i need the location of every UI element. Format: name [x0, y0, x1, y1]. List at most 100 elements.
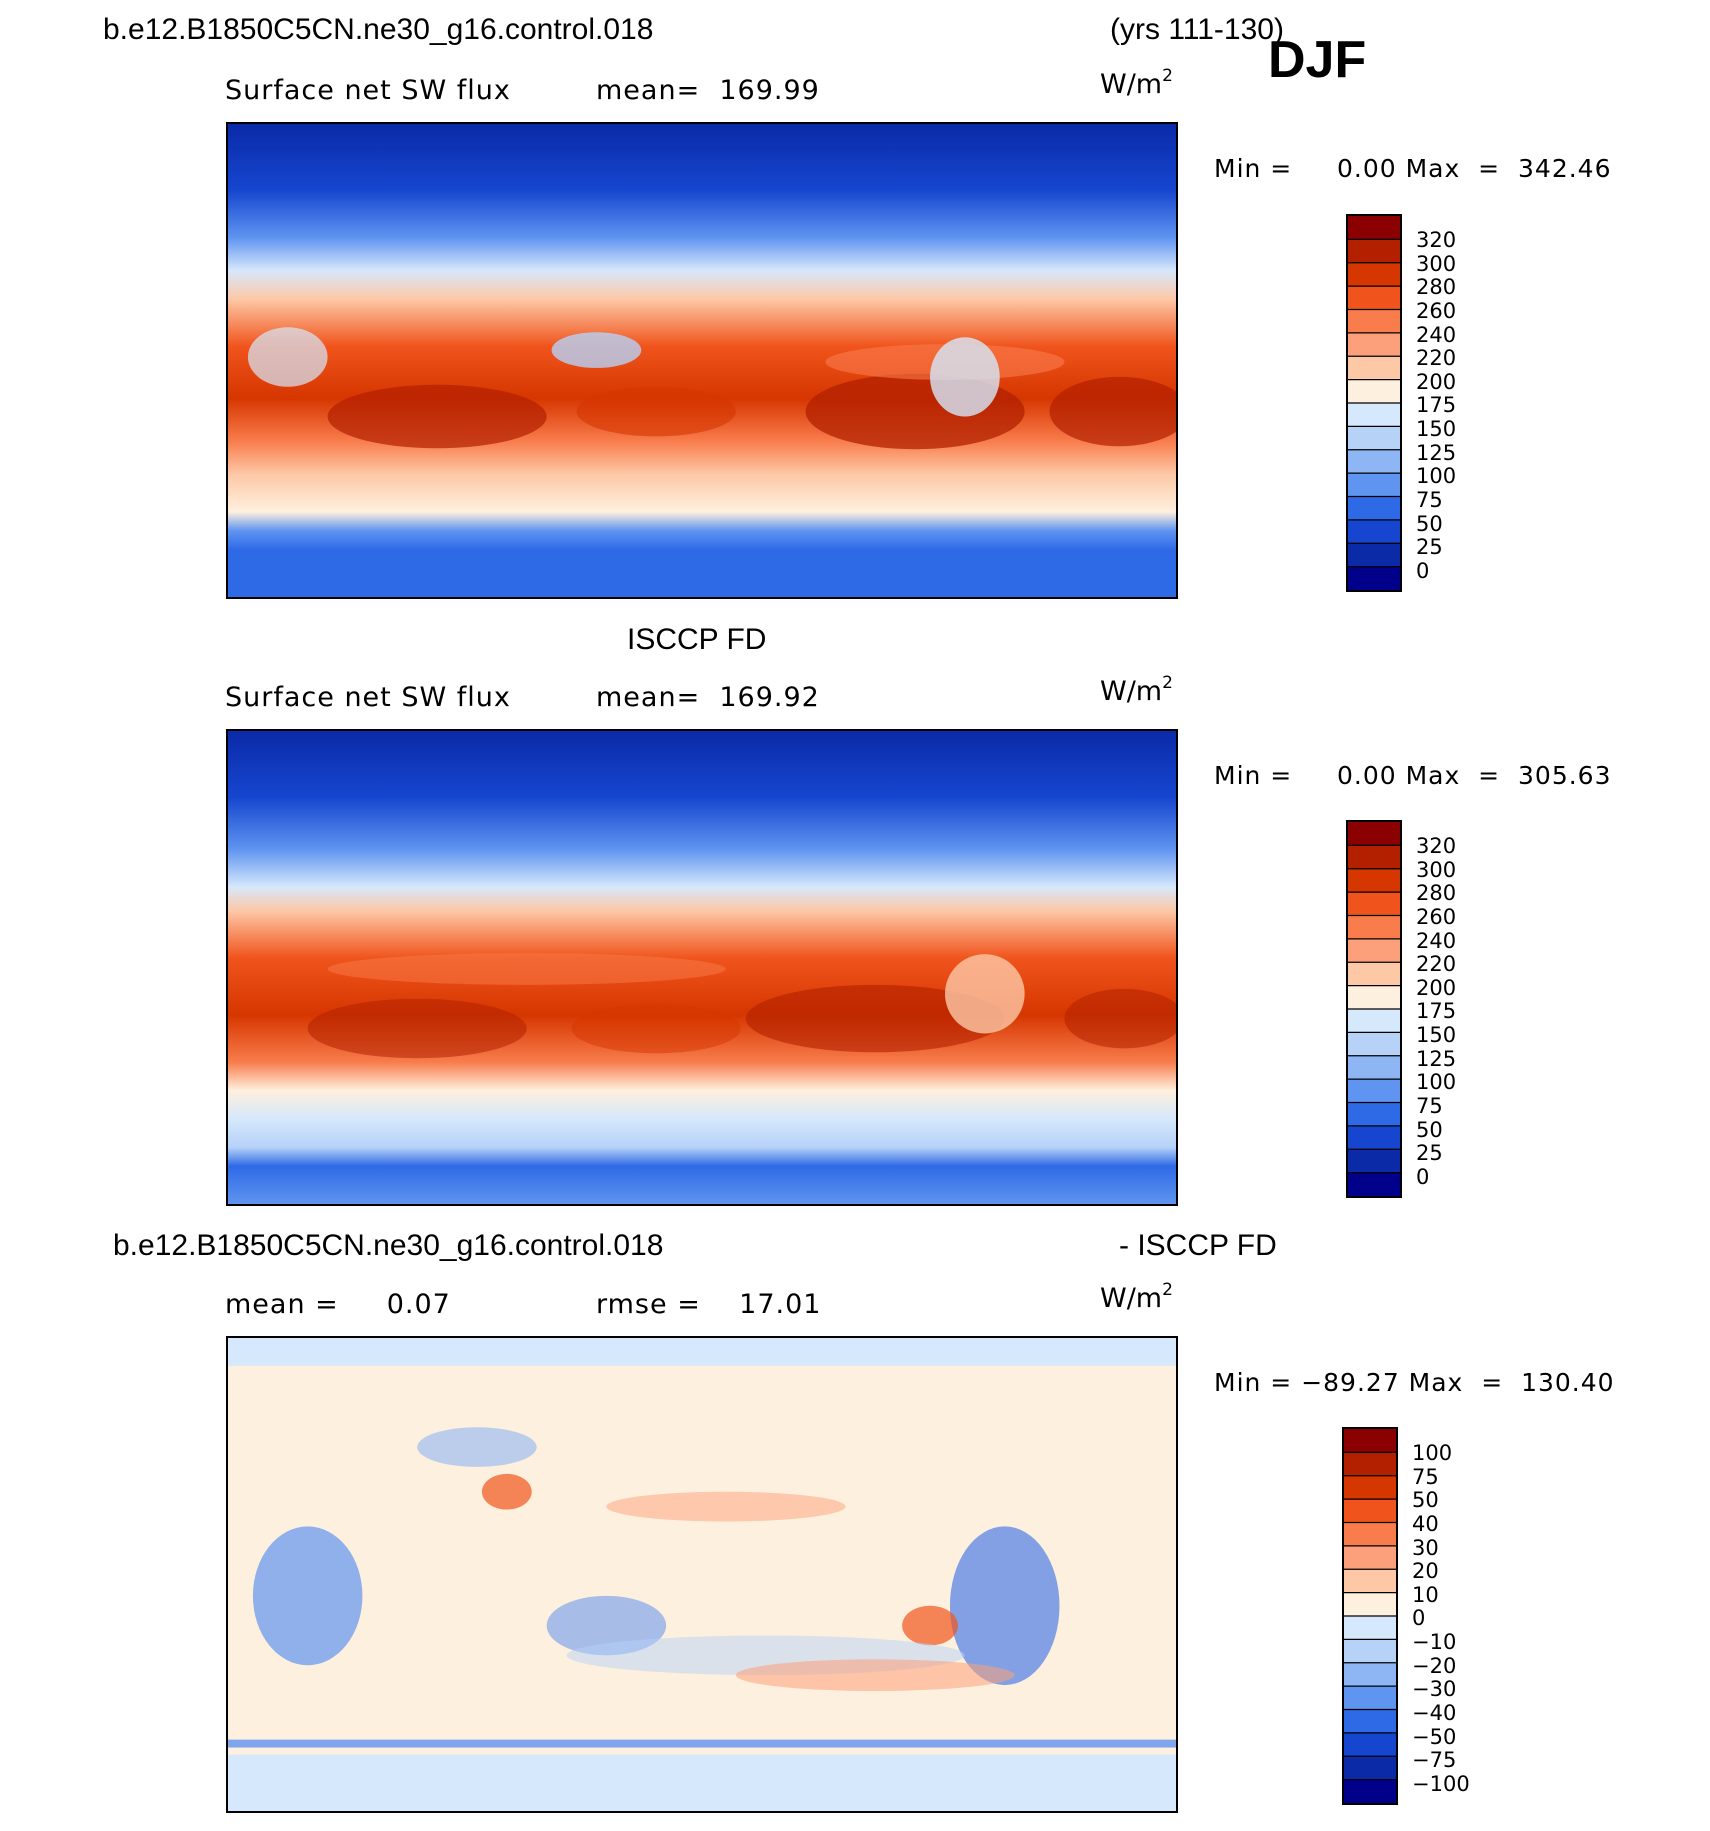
colorbar-box	[1348, 1125, 1400, 1150]
colorbar-box	[1348, 1149, 1400, 1174]
colorbar-box	[1348, 239, 1400, 264]
colorbar-box	[1348, 262, 1400, 287]
colorbar-tick-label: 220	[1416, 346, 1457, 371]
colorbar-tick-label: 100	[1416, 464, 1457, 489]
panel3-title-case: b.e12.B1850C5CN.ne30_g16.control.018	[113, 1229, 664, 1262]
colorbar-tick-label: −50	[1412, 1724, 1457, 1749]
colorbar-tick-label: 0	[1412, 1606, 1426, 1631]
panel2-minmax: Min = 0.00 Max = 305.63	[1214, 761, 1612, 790]
colorbar-tick-label: 240	[1416, 928, 1457, 953]
colorbar-box	[1344, 1545, 1396, 1570]
colorbar-tick-label: 280	[1416, 275, 1457, 300]
colorbar-tick-label: 300	[1416, 251, 1457, 276]
colorbar-tick-label: −100	[1412, 1771, 1470, 1796]
colorbar-box	[1348, 1102, 1400, 1127]
panel3-map	[226, 1336, 1178, 1813]
colorbar-tick-label: 25	[1416, 535, 1443, 560]
case-title: b.e12.B1850C5CN.ne30_g16.control.018	[103, 13, 654, 46]
colorbar-box	[1348, 403, 1400, 427]
colorbar-box	[1344, 1499, 1396, 1523]
panel2-colorbar	[1346, 820, 1402, 1198]
colorbar-tick-label: 175	[1416, 999, 1457, 1024]
colorbar-box	[1348, 332, 1400, 357]
colorbar-box	[1348, 985, 1400, 1010]
colorbar-box	[1348, 938, 1400, 963]
panel1-colorbar-ramp	[1348, 216, 1400, 590]
colorbar-box	[1344, 1686, 1396, 1710]
panel1-map-field	[228, 124, 1176, 597]
colorbar-tick-label: 40	[1412, 1511, 1439, 1536]
panel3-rmse: rmse = 17.01	[596, 1289, 822, 1320]
colorbar-tick-label: −10	[1412, 1630, 1457, 1654]
years-label: (yrs 111-130)	[1110, 13, 1284, 46]
panel1-mean: mean= 169.99	[596, 75, 820, 106]
colorbar-box	[1344, 1756, 1396, 1781]
colorbar-tick-label: 75	[1412, 1464, 1439, 1489]
colorbar-box	[1348, 1032, 1400, 1057]
colorbar-tick-label: 0	[1416, 1164, 1430, 1189]
colorbar-box	[1348, 962, 1400, 987]
colorbar-tick-label: 10	[1412, 1582, 1439, 1607]
colorbar-box	[1344, 1639, 1396, 1664]
colorbar-tick-label: 25	[1416, 1141, 1443, 1166]
colorbar-tick-label: 260	[1416, 904, 1457, 929]
colorbar-box	[1344, 1779, 1396, 1803]
panel2-units: W/m2	[1100, 673, 1173, 707]
colorbar-tick-label: 280	[1416, 881, 1457, 906]
colorbar-box	[1348, 356, 1400, 381]
colorbar-box	[1348, 543, 1400, 568]
colorbar-box	[1344, 1662, 1396, 1687]
colorbar-box	[1348, 379, 1400, 404]
season-label: DJF	[1268, 31, 1367, 89]
colorbar-tick-label: 260	[1416, 298, 1457, 323]
colorbar-box	[1348, 868, 1400, 893]
panel1-variable: Surface net SW flux	[225, 75, 511, 106]
colorbar-tick-label: 240	[1416, 322, 1457, 347]
colorbar-tick-label: 150	[1416, 417, 1457, 441]
colorbar-box	[1348, 519, 1400, 544]
panel2-variable: Surface net SW flux	[225, 682, 511, 713]
panel3-minmax: Min = −89.27 Max = 130.40	[1214, 1368, 1615, 1397]
colorbar-tick-label: 0	[1416, 558, 1430, 583]
panel3-map-field	[228, 1338, 1176, 1811]
colorbar-box	[1344, 1616, 1396, 1640]
colorbar-box	[1348, 449, 1400, 474]
colorbar-tick-label: 125	[1416, 1046, 1457, 1071]
colorbar-tick-label: 100	[1412, 1441, 1453, 1465]
colorbar-tick-label: 30	[1412, 1535, 1439, 1560]
colorbar-box	[1348, 822, 1400, 846]
colorbar-box	[1348, 1009, 1400, 1033]
colorbar-box	[1348, 892, 1400, 916]
colorbar-box	[1348, 1055, 1400, 1080]
colorbar-tick-label: 100	[1416, 1070, 1457, 1095]
panel3-units: W/m2	[1100, 1280, 1173, 1314]
colorbar-box	[1344, 1732, 1396, 1757]
colorbar-tick-label: 320	[1416, 834, 1457, 858]
colorbar-tick-label: 300	[1416, 857, 1457, 882]
colorbar-box	[1344, 1709, 1396, 1734]
panel2-title: ISCCP FD	[627, 623, 767, 656]
colorbar-box	[1348, 426, 1400, 451]
colorbar-tick-label: 75	[1416, 487, 1443, 512]
colorbar-tick-label: 320	[1416, 228, 1457, 252]
colorbar-tick-label: 50	[1416, 511, 1443, 536]
colorbar-tick-label: 75	[1416, 1093, 1443, 1118]
colorbar-box	[1344, 1452, 1396, 1477]
colorbar-box	[1344, 1592, 1396, 1617]
panel3-colorbar-ramp	[1344, 1429, 1396, 1803]
colorbar-box	[1348, 1172, 1400, 1196]
colorbar-box	[1348, 496, 1400, 521]
colorbar-box	[1344, 1569, 1396, 1594]
panel2-map-field	[228, 731, 1176, 1204]
colorbar-box	[1348, 309, 1400, 334]
colorbar-box	[1344, 1429, 1396, 1453]
panel1-minmax: Min = 0.00 Max = 342.46	[1214, 154, 1612, 183]
panel2-mean: mean= 169.92	[596, 682, 820, 713]
colorbar-tick-label: −75	[1412, 1748, 1457, 1773]
colorbar-tick-label: 150	[1416, 1023, 1457, 1047]
colorbar-tick-label: 125	[1416, 440, 1457, 465]
panel2-map	[226, 729, 1178, 1206]
colorbar-tick-label: 200	[1416, 369, 1457, 394]
colorbar-box	[1348, 845, 1400, 870]
colorbar-box	[1348, 286, 1400, 310]
